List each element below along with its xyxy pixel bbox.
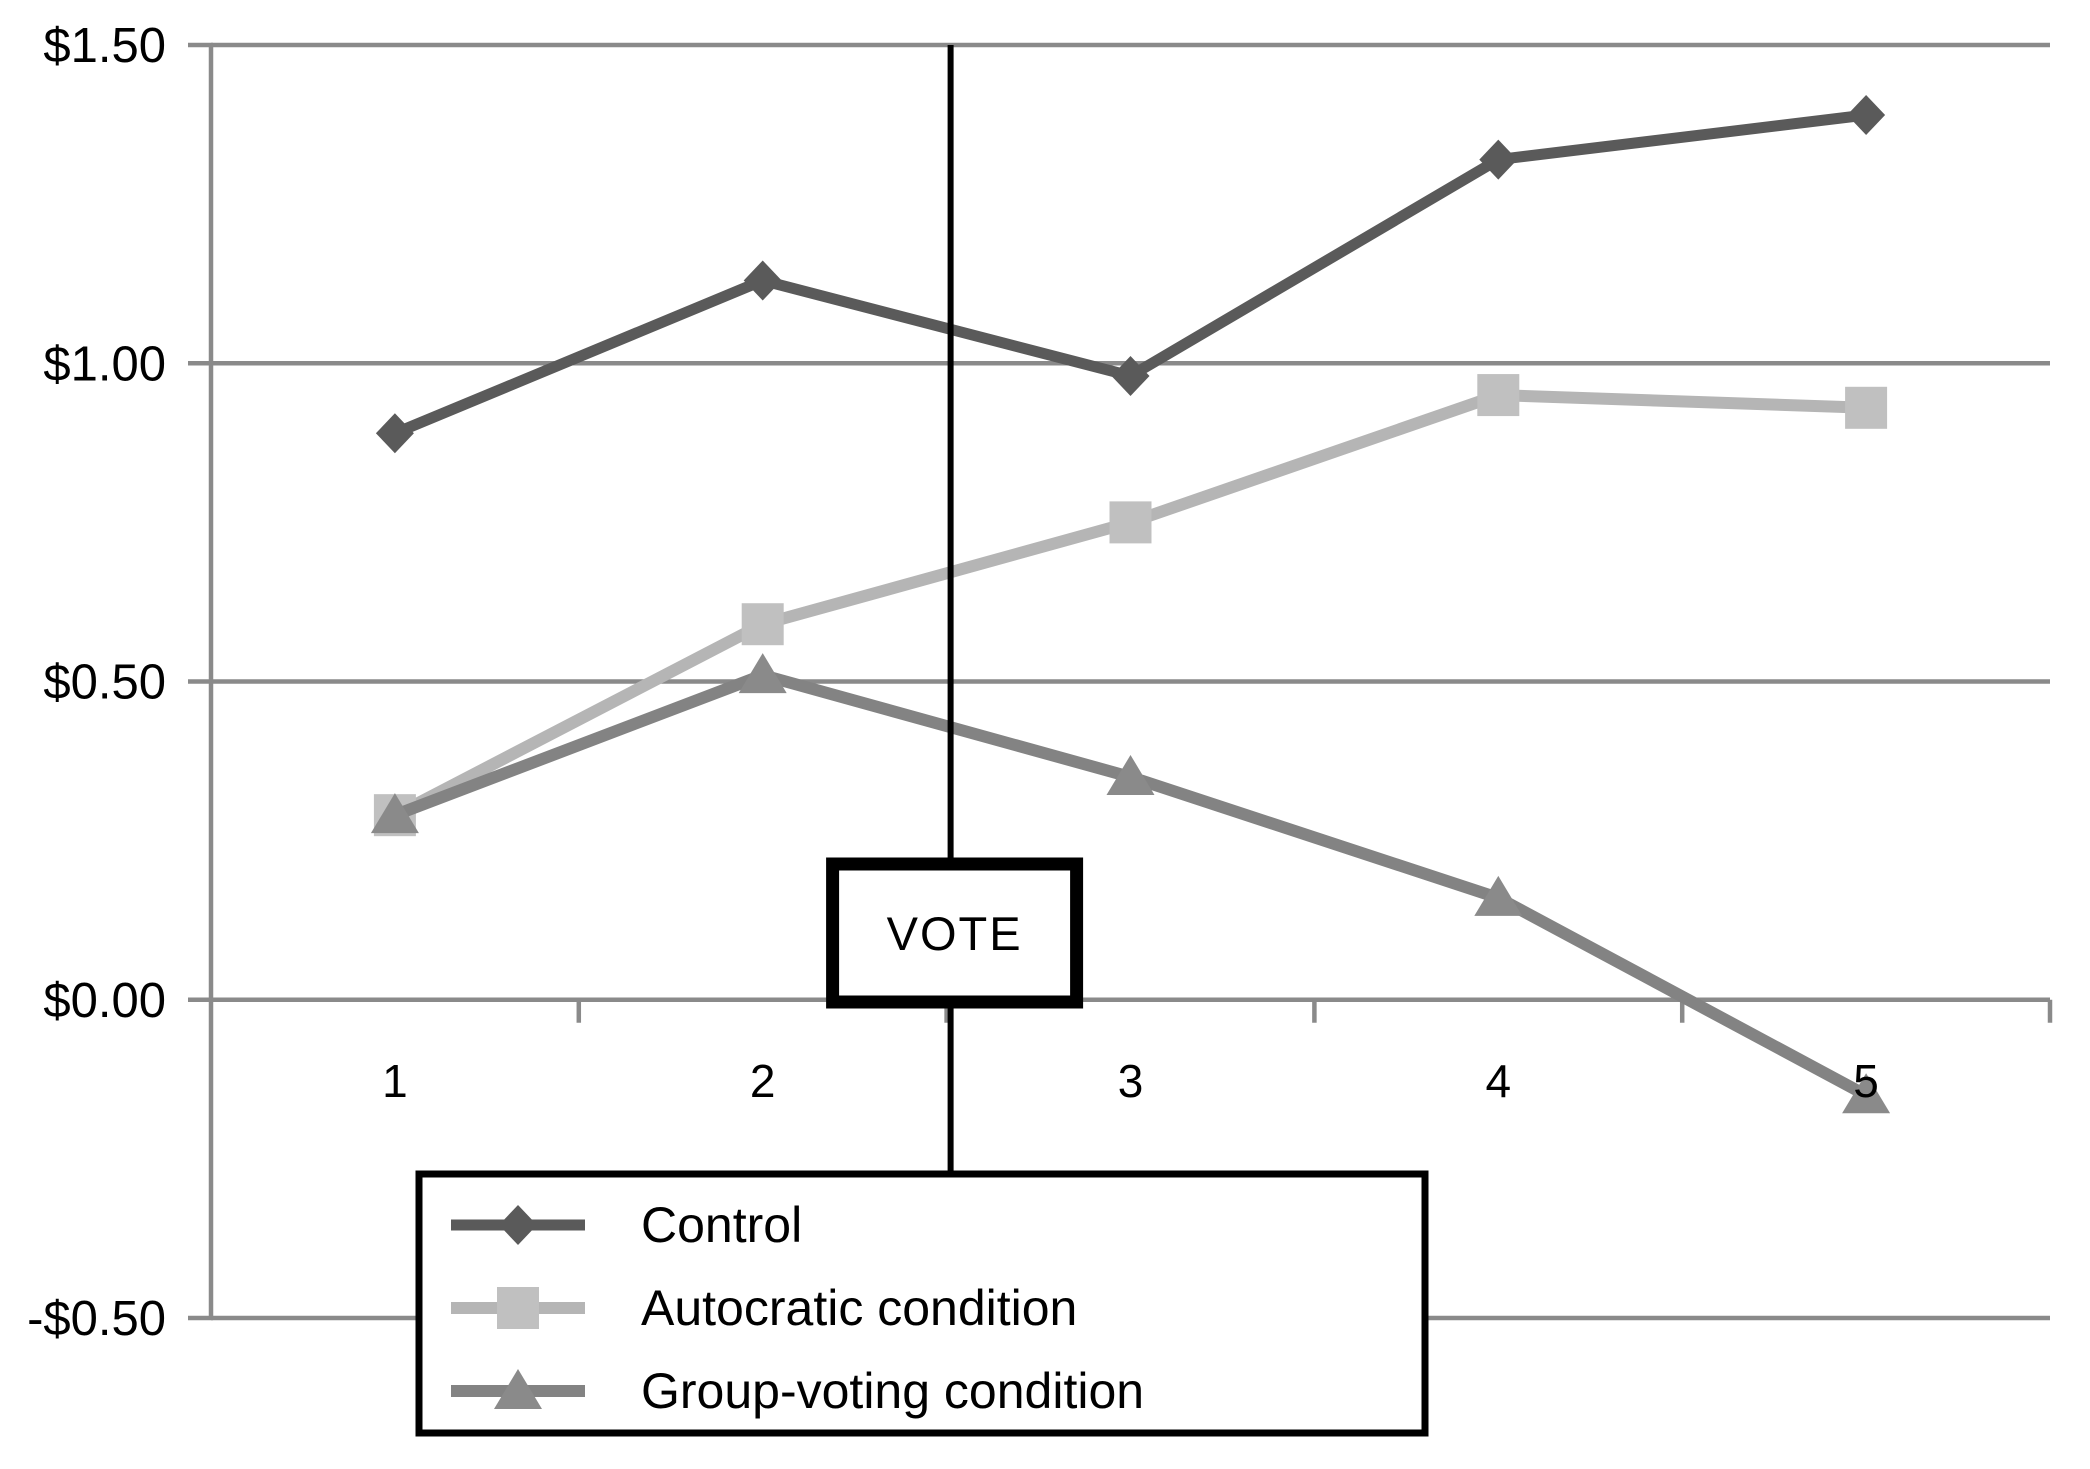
triangle-marker (1106, 754, 1155, 795)
vote-label: VOTE (887, 907, 1023, 960)
legend-label: Control (641, 1197, 802, 1253)
triangle-marker (738, 653, 787, 694)
series-control (375, 95, 1886, 454)
square-marker (1845, 386, 1888, 429)
legend-item-control: Control (451, 1197, 802, 1253)
x-tick-label: 3 (1118, 1055, 1144, 1107)
square-marker (1109, 501, 1152, 544)
legend-item-autocratic-condition: Autocratic condition (451, 1280, 1077, 1336)
y-tick-label: -$0.50 (27, 1292, 166, 1346)
triangle-marker (1842, 1073, 1891, 1114)
legend-item-group-voting-condition: Group-voting condition (451, 1363, 1144, 1419)
legend-label: Group-voting condition (641, 1363, 1144, 1419)
triangle-marker (370, 793, 419, 834)
series-line-autocratic-condition (388, 389, 1873, 822)
legend-label: Autocratic condition (641, 1280, 1077, 1336)
diamond-marker (1111, 355, 1150, 396)
legend-triangle-marker (494, 1369, 542, 1409)
diamond-marker (1479, 139, 1518, 180)
x-tick-label: 5 (1853, 1055, 1879, 1107)
legend: Control Autocratic condition Group-voting … (415, 1170, 1429, 1437)
y-tick-label: $1.50 (43, 19, 166, 73)
y-tick-label: $0.00 (43, 974, 166, 1028)
y-tick-label: $1.00 (43, 337, 166, 391)
square-marker (741, 603, 784, 646)
x-tick-label: 1 (382, 1055, 408, 1107)
diamond-marker (743, 260, 782, 301)
series-group-voting-condition (370, 653, 1891, 1114)
square-marker (1477, 374, 1520, 417)
series-line-group-voting-condition (388, 669, 1873, 1102)
legend-diamond-marker (499, 1205, 537, 1245)
legend-square-marker (497, 1287, 539, 1329)
x-tick-label: 4 (1486, 1055, 1512, 1107)
vote-annotation-box (826, 857, 1084, 1009)
legend-box (415, 1170, 1429, 1437)
x-tick-label: 2 (750, 1055, 776, 1107)
y-tick-label: $0.50 (43, 656, 166, 710)
triangle-marker (1474, 875, 1523, 916)
diamond-marker (375, 413, 414, 454)
diamond-marker (1847, 95, 1886, 136)
